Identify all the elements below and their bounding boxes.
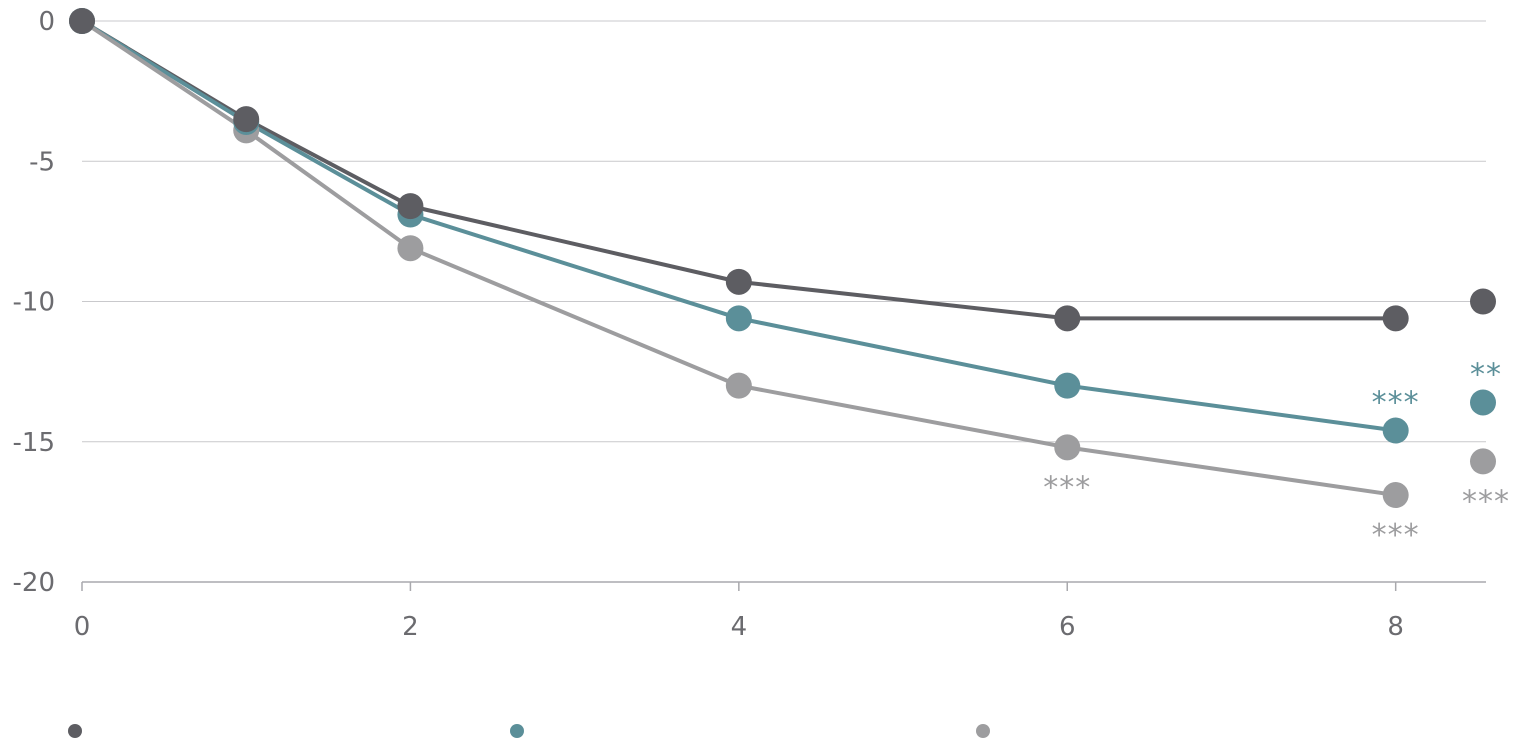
y-tick-label: -15: [13, 428, 55, 458]
endpoint-marker: [1470, 448, 1496, 475]
endpoint-marker: [1470, 288, 1496, 315]
significance-label: ***: [1372, 518, 1420, 553]
data-point: [725, 268, 752, 295]
axes: [81, 581, 1486, 591]
gridlines: [82, 20, 1486, 443]
data-point: [1054, 372, 1081, 399]
data-point: [725, 372, 752, 399]
x-tick-label: 4: [731, 612, 748, 642]
data-point: [1382, 482, 1409, 509]
series-line-2: [80, 19, 1396, 433]
y-tick-label: 0: [38, 7, 55, 37]
endpoint-significance-label: **: [1470, 357, 1502, 392]
x-tick-label: 0: [74, 612, 91, 642]
series-points: [69, 8, 1496, 509]
significance-label: ***: [1372, 386, 1420, 421]
data-point: [1382, 305, 1409, 332]
data-point: [397, 193, 424, 220]
legend-marker-1: [68, 724, 82, 738]
series-lines: [80, 19, 1396, 498]
legend-marker-3: [976, 724, 990, 738]
endpoint-marker: [1470, 389, 1496, 416]
data-point: [233, 106, 260, 133]
significance-labels: **************: [1043, 357, 1510, 553]
y-tick-labels: 0 -5 -10 -15 -20: [13, 7, 55, 598]
legend-marker-2: [510, 724, 524, 738]
data-point: [1054, 434, 1081, 461]
x-tick-label: 2: [402, 612, 419, 642]
x-tick-label: 8: [1387, 612, 1404, 642]
y-tick-label: -20: [13, 568, 55, 598]
series-line-3: [80, 19, 1396, 498]
data-point: [1382, 417, 1409, 444]
x-tick-label: 6: [1059, 612, 1076, 642]
y-tick-label: -5: [29, 147, 55, 177]
data-point: [397, 235, 424, 262]
significance-label: ***: [1043, 470, 1091, 505]
data-point: [1054, 305, 1081, 332]
legend: [68, 724, 990, 738]
endpoint-significance-label: ***: [1462, 484, 1510, 519]
y-tick-label: -10: [13, 288, 55, 318]
data-point: [69, 8, 95, 34]
data-point: [725, 305, 752, 332]
x-tick-labels: 0 2 4 6 8: [74, 612, 1404, 642]
